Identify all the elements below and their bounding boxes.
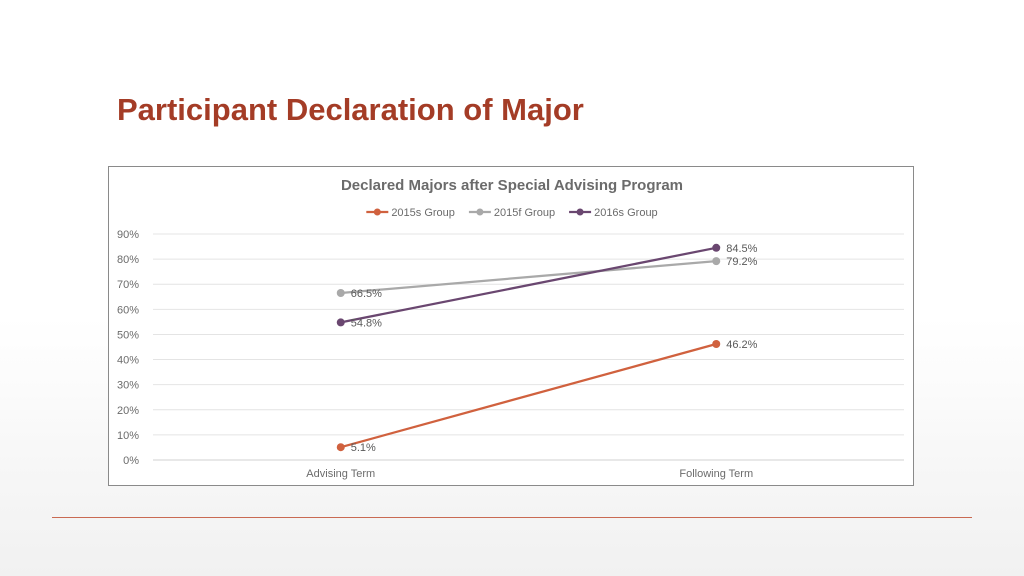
legend-label: 2016s Group <box>594 207 658 219</box>
chart-title: Declared Majors after Special Advising P… <box>341 177 683 194</box>
series-lines: 5.1% 46.2% 66.5% 79.2% 54.8% 84.5% <box>336 243 758 454</box>
y-tick-label: 80% <box>117 254 139 266</box>
data-label: 79.2% <box>726 256 757 268</box>
legend: 2015s Group 2015f Group 2016s Group <box>366 207 658 219</box>
legend-point-marker <box>476 208 484 216</box>
series-line <box>340 342 717 449</box>
legend-label: 2015f Group <box>494 207 555 219</box>
series-2015s-group: 5.1% 46.2% <box>336 339 758 454</box>
legend-item: 2015s Group <box>366 207 455 219</box>
data-point <box>336 443 345 452</box>
y-tick-label: 10% <box>117 430 139 442</box>
series-line <box>340 246 717 324</box>
y-tick-label: 0% <box>123 455 139 467</box>
series-line <box>340 259 717 295</box>
data-point <box>712 339 721 348</box>
x-tick-label: Advising Term <box>306 468 375 480</box>
data-point <box>336 318 345 327</box>
y-tick-label: 20% <box>117 405 139 417</box>
legend-item: 2015f Group <box>468 207 555 219</box>
y-tick-label: 90% <box>117 229 139 241</box>
y-tick-label: 50% <box>117 329 139 341</box>
y-tick-label: 40% <box>117 355 139 367</box>
gridlines <box>153 233 904 461</box>
slide-title: Participant Declaration of Major <box>117 92 584 127</box>
data-point <box>712 243 721 252</box>
series-2015f-group: 66.5% 79.2% <box>336 256 758 300</box>
legend-point-marker <box>373 208 381 216</box>
x-axis: Advising Term Following Term <box>306 468 753 480</box>
legend-point-marker <box>576 208 584 216</box>
data-point <box>336 289 345 298</box>
legend-item: 2016s Group <box>569 207 658 219</box>
y-tick-label: 30% <box>117 380 139 392</box>
data-label: 66.5% <box>351 288 382 300</box>
chart-frame: Declared Majors after Special Advising P… <box>108 166 914 486</box>
data-label: 54.8% <box>351 317 382 329</box>
y-axis: 0% 10% 20% 30% 40% 50% 60% 70% 80% 90% <box>117 229 139 467</box>
y-tick-label: 60% <box>117 304 139 316</box>
line-chart: Declared Majors after Special Advising P… <box>117 177 904 480</box>
x-tick-label: Following Term <box>679 468 753 480</box>
data-label: 84.5% <box>726 243 757 255</box>
series-2016s-group: 54.8% 84.5% <box>336 243 758 329</box>
footer-divider <box>52 517 972 518</box>
data-point <box>712 257 721 266</box>
data-label: 46.2% <box>726 339 757 351</box>
data-label: 5.1% <box>351 442 376 454</box>
y-tick-label: 70% <box>117 279 139 291</box>
legend-label: 2015s Group <box>391 207 455 219</box>
